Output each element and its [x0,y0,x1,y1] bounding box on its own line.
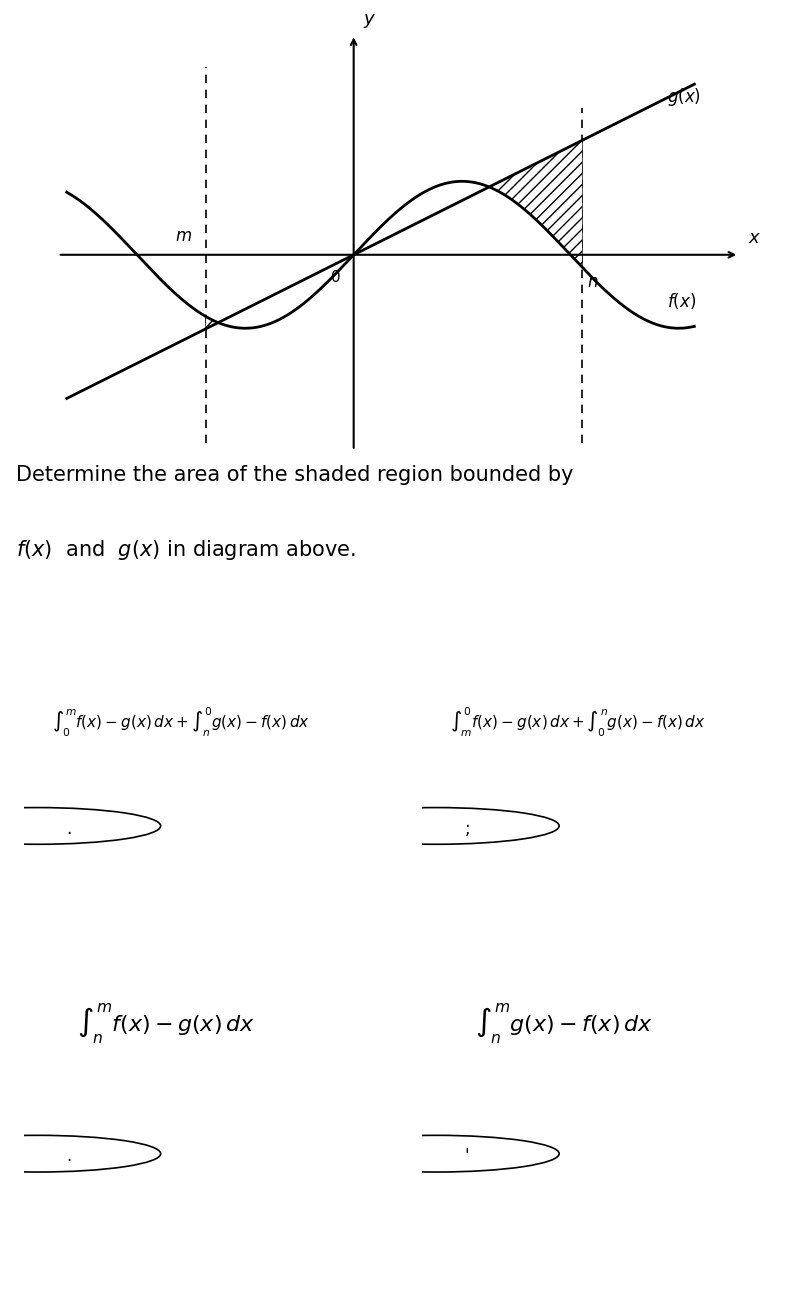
Text: .: . [66,1147,71,1165]
Text: $\int_{m}^{0} f(x)-g(x)\,dx + \int_{0}^{n} g(x)-f(x)\,dx$: $\int_{m}^{0} f(x)-g(x)\,dx + \int_{0}^{… [450,705,706,738]
Text: $0$: $0$ [330,270,340,286]
Text: $f(x)$: $f(x)$ [668,291,697,311]
Text: $y$: $y$ [363,12,376,30]
Text: Determine the area of the shaded region bounded by: Determine the area of the shaded region … [16,465,573,485]
Text: ;: ; [465,819,470,838]
Text: $n$: $n$ [587,273,599,291]
Text: $\int_{n}^{m} f(x)-g(x)\,dx$: $\int_{n}^{m} f(x)-g(x)\,dx$ [77,1002,254,1046]
Text: .: . [66,819,71,838]
Text: $g(x)$: $g(x)$ [668,85,701,108]
Text: $m$: $m$ [175,227,192,245]
Text: $f(x)$  and  $g(x)$ in diagram above.: $f(x)$ and $g(x)$ in diagram above. [16,538,355,561]
Text: $\int_{n}^{m} g(x)-f(x)\,dx$: $\int_{n}^{m} g(x)-f(x)\,dx$ [475,1002,653,1046]
Text: $\int_{0}^{m} f(x)-g(x)\,dx + \int_{n}^{0} g(x)-f(x)\,dx$: $\int_{0}^{m} f(x)-g(x)\,dx + \int_{n}^{… [52,705,310,738]
Text: $x$: $x$ [748,228,761,246]
Text: ': ' [465,1147,469,1165]
